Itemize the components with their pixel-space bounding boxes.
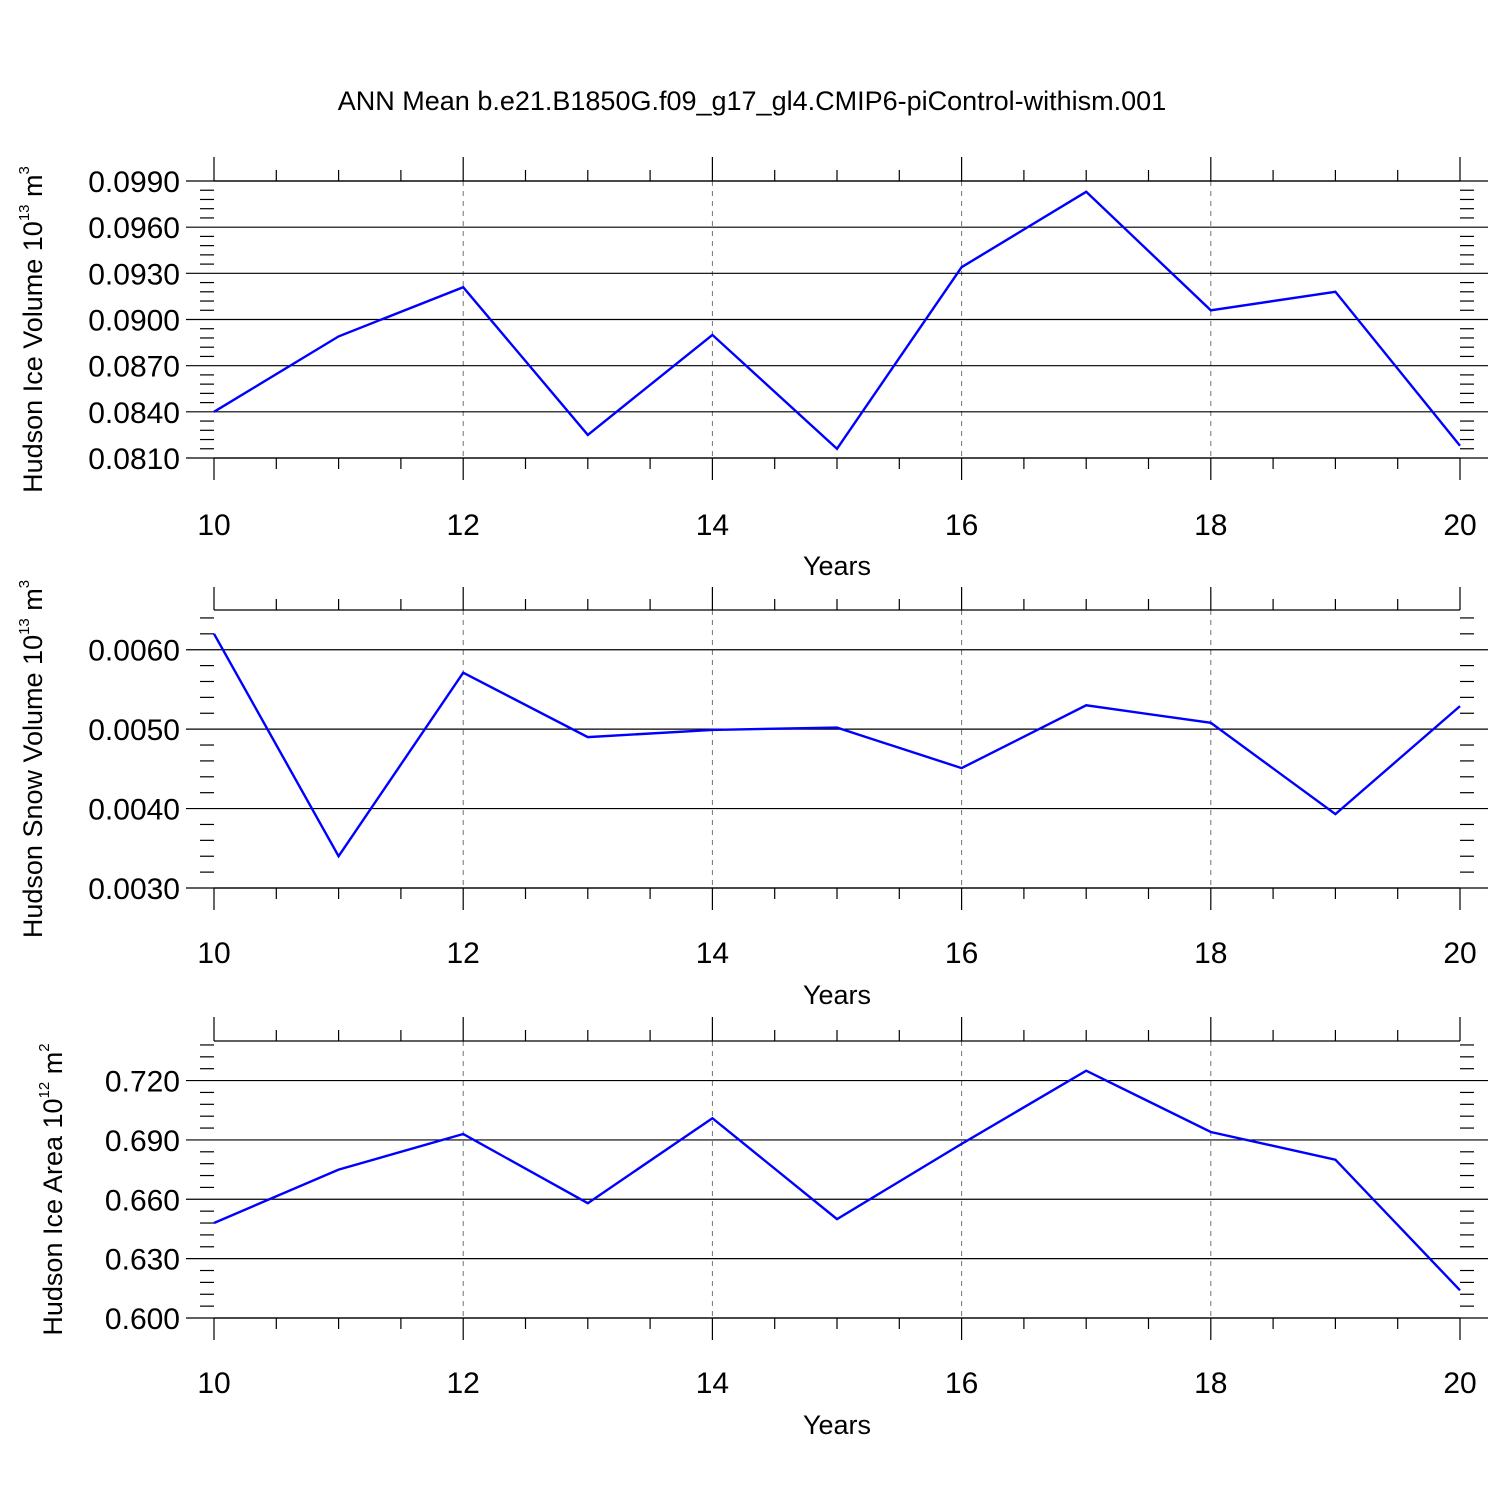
y-tick-label: 0.0030 <box>88 873 180 906</box>
x-tick-label: 16 <box>945 937 978 970</box>
y-axis-label-unit: m <box>18 174 48 204</box>
panel-1: 10 12 14 16 18 20 Years 0.0810 0.0840 0.0870 0.090… <box>16 157 1488 581</box>
x-tick-label: 10 <box>197 1367 230 1400</box>
panel-3: 10 12 14 16 18 20 Years 0.600 0.630 0.660 0.690 0.7… <box>36 1017 1488 1440</box>
y-tick-label: 0.0870 <box>88 351 180 384</box>
series-line <box>213 190 1461 451</box>
y-tick-label: 0.660 <box>105 1184 180 1217</box>
y-tick-label: 0.0900 <box>88 305 180 338</box>
y-axis-label-text: Hudson Ice Volume 10 <box>18 221 48 493</box>
y-tick-label: 0.600 <box>105 1303 180 1336</box>
y-axis-label-text: Hudson Snow Volume 10 <box>18 635 48 938</box>
y-tick-label: 0.0060 <box>88 635 180 668</box>
y-axis-label-exponent: 13 <box>16 618 33 635</box>
panels: 10 12 14 16 18 20 Years 0.0810 0.0840 0.0870 0.090… <box>16 157 1488 1440</box>
x-tick-label: 12 <box>447 509 480 542</box>
y-tick-label: 0.0810 <box>88 443 180 476</box>
y-tick-label: 0.0050 <box>88 714 180 747</box>
x-axis-label: Years <box>803 1410 871 1440</box>
y-axis-label-unit: m <box>18 588 48 618</box>
y-tick-label: 0.630 <box>105 1244 180 1277</box>
y-axis-label-unit: m <box>38 1052 68 1082</box>
y-axis-label: Hudson Ice Area 1012 m2 <box>36 1043 68 1335</box>
x-tick-label: 10 <box>197 509 230 542</box>
y-axis-label-unit-exponent: 3 <box>16 580 33 588</box>
y-tick-label: 0.0840 <box>88 397 180 430</box>
y-axis-label: Hudson Snow Volume 1013 m3 <box>16 580 48 938</box>
x-axis-label: Years <box>803 551 871 581</box>
x-tick-label: 14 <box>696 937 729 970</box>
y-axis-label-text: Hudson Ice Area 10 <box>38 1098 68 1335</box>
y-axis-label-unit-exponent: 2 <box>36 1043 53 1051</box>
y-axis-label-exponent: 13 <box>16 204 33 221</box>
x-tick-label: 18 <box>1194 937 1227 970</box>
y-axis-label: Hudson Ice Volume 1013 m3 <box>16 166 48 493</box>
y-tick-label: 0.0040 <box>88 794 180 827</box>
x-tick-label: 14 <box>696 509 729 542</box>
series-line <box>213 1069 1461 1292</box>
y-tick-label: 0.0990 <box>88 166 180 199</box>
x-tick-label: 10 <box>197 937 230 970</box>
x-tick-label: 12 <box>447 937 480 970</box>
x-tick-label: 14 <box>696 1367 729 1400</box>
x-tick-label: 16 <box>945 1367 978 1400</box>
figure-title: ANN Mean b.e21.B1850G.f09_g17_gl4.CMIP6-… <box>338 86 1166 116</box>
panel-2: 10 12 14 16 18 20 Years 0.0030 0.0040 0.0050 0.006… <box>16 580 1488 1010</box>
series-line <box>212 633 1461 859</box>
x-tick-label: 12 <box>447 1367 480 1400</box>
x-tick-label: 20 <box>1443 509 1476 542</box>
y-tick-label: 0.720 <box>105 1066 180 1099</box>
y-tick-label: 0.0930 <box>88 258 180 291</box>
x-tick-label: 16 <box>945 509 978 542</box>
y-tick-label: 0.690 <box>105 1125 180 1158</box>
x-tick-label: 18 <box>1194 509 1227 542</box>
x-tick-label: 20 <box>1443 937 1476 970</box>
y-axis-label-exponent: 12 <box>36 1082 53 1099</box>
x-axis-label: Years <box>803 980 871 1010</box>
x-tick-label: 20 <box>1443 1367 1476 1400</box>
x-tick-label: 18 <box>1194 1367 1227 1400</box>
y-axis-label-unit-exponent: 3 <box>16 166 33 174</box>
y-tick-label: 0.0960 <box>88 212 180 245</box>
